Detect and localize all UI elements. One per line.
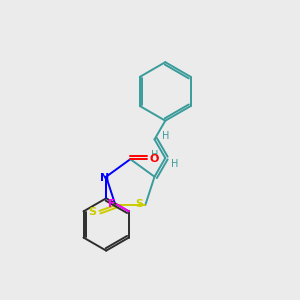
Text: N: N: [100, 173, 109, 183]
Text: S: S: [135, 199, 143, 208]
Text: S: S: [88, 208, 97, 218]
Text: H: H: [162, 131, 169, 141]
Text: F: F: [108, 199, 115, 209]
Text: H: H: [151, 150, 158, 160]
Text: O: O: [149, 154, 159, 164]
Text: H: H: [171, 159, 178, 169]
